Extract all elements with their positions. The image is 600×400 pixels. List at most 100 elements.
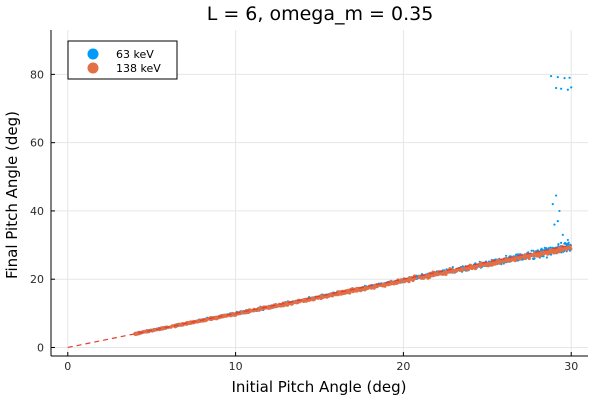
data-point xyxy=(399,279,403,284)
data-point xyxy=(536,249,539,252)
outlier-point xyxy=(553,223,556,226)
data-point xyxy=(169,325,173,329)
data-point xyxy=(509,257,513,261)
outlier-point xyxy=(570,86,573,89)
data-point xyxy=(511,256,516,261)
legend-marker xyxy=(87,48,99,60)
data-point xyxy=(473,267,477,271)
outlier-point xyxy=(560,87,563,90)
data-point xyxy=(380,283,384,287)
outlier-point xyxy=(555,86,558,90)
outlier-point xyxy=(551,202,554,206)
data-point xyxy=(534,253,538,257)
data-point xyxy=(530,249,533,252)
x-axis-label: Initial Pitch Angle (deg) xyxy=(232,378,407,396)
data-points xyxy=(133,74,573,336)
data-point xyxy=(373,283,377,287)
legend-box xyxy=(67,40,178,80)
data-point xyxy=(450,270,454,274)
data-point xyxy=(326,294,330,298)
data-point xyxy=(466,266,470,270)
data-point xyxy=(329,293,334,297)
data-point xyxy=(557,243,560,246)
y-tick-label: 80 xyxy=(30,68,44,81)
data-point xyxy=(453,269,457,273)
y-tick-label: 20 xyxy=(30,273,44,286)
plot-frame xyxy=(50,30,588,357)
data-point xyxy=(230,311,235,316)
x-tick-label: 0 xyxy=(64,360,71,373)
data-point xyxy=(334,293,338,297)
data-point xyxy=(563,242,566,245)
outlier-point xyxy=(556,76,559,79)
data-point xyxy=(276,304,281,308)
data-point xyxy=(178,322,182,326)
outlier-point xyxy=(556,220,559,223)
y-axis-ticks: 0 20 40 60 80 xyxy=(30,68,55,354)
data-point xyxy=(420,273,424,276)
data-point xyxy=(355,287,360,291)
data-point xyxy=(222,314,226,318)
y-axis-label: Final Pitch Angle (deg) xyxy=(3,111,21,279)
legend-label: 63 keV xyxy=(116,48,154,61)
data-point xyxy=(479,261,483,265)
data-point xyxy=(567,241,570,244)
data-point xyxy=(560,241,563,244)
data-point xyxy=(494,260,498,264)
data-point xyxy=(505,254,508,257)
data-point xyxy=(545,256,549,259)
data-point xyxy=(321,295,325,299)
y-tick-label: 0 xyxy=(37,341,44,354)
data-point xyxy=(402,280,406,284)
data-point xyxy=(569,247,573,251)
y-tick-label: 60 xyxy=(30,137,44,150)
x-tick-label: 10 xyxy=(229,360,243,373)
data-point xyxy=(515,253,518,256)
data-point xyxy=(293,300,297,304)
outlier-point xyxy=(558,209,561,213)
data-point xyxy=(501,260,505,264)
data-point xyxy=(530,253,534,257)
data-point xyxy=(558,247,562,251)
data-point xyxy=(555,248,559,252)
data-point xyxy=(363,288,367,292)
data-point xyxy=(152,328,156,332)
data-point xyxy=(567,243,570,246)
data-point xyxy=(537,254,541,258)
outlier-point xyxy=(555,194,558,197)
data-point xyxy=(340,292,344,296)
data-point xyxy=(565,246,570,250)
x-tick-label: 20 xyxy=(396,360,410,373)
data-point xyxy=(548,250,552,254)
x-tick-label: 30 xyxy=(564,360,578,373)
legend-marker xyxy=(87,62,99,74)
outlier-point xyxy=(566,238,569,242)
data-point xyxy=(469,263,473,267)
reference-line-path xyxy=(67,244,572,349)
data-point xyxy=(461,265,464,268)
outlier-point xyxy=(566,88,569,91)
data-point xyxy=(460,268,464,272)
data-point xyxy=(540,247,543,250)
data-point xyxy=(522,253,526,258)
outlier-point xyxy=(568,76,571,79)
chart-title: L = 6, omega_m = 0.35 xyxy=(207,3,434,25)
data-point xyxy=(432,273,436,277)
data-point xyxy=(444,269,448,274)
data-point xyxy=(451,266,454,269)
data-point xyxy=(133,332,138,336)
data-point xyxy=(517,257,521,261)
data-point xyxy=(214,316,218,320)
data-point xyxy=(390,281,394,285)
data-point xyxy=(533,257,536,260)
data-point xyxy=(479,264,483,268)
outlier-point xyxy=(563,77,566,80)
data-point xyxy=(359,289,363,293)
data-point xyxy=(161,326,165,330)
data-point xyxy=(490,262,494,266)
grid xyxy=(51,30,588,356)
data-point xyxy=(285,302,290,306)
x-axis-ticks: 0 10 20 30 xyxy=(64,352,578,373)
reference-line xyxy=(67,244,572,349)
